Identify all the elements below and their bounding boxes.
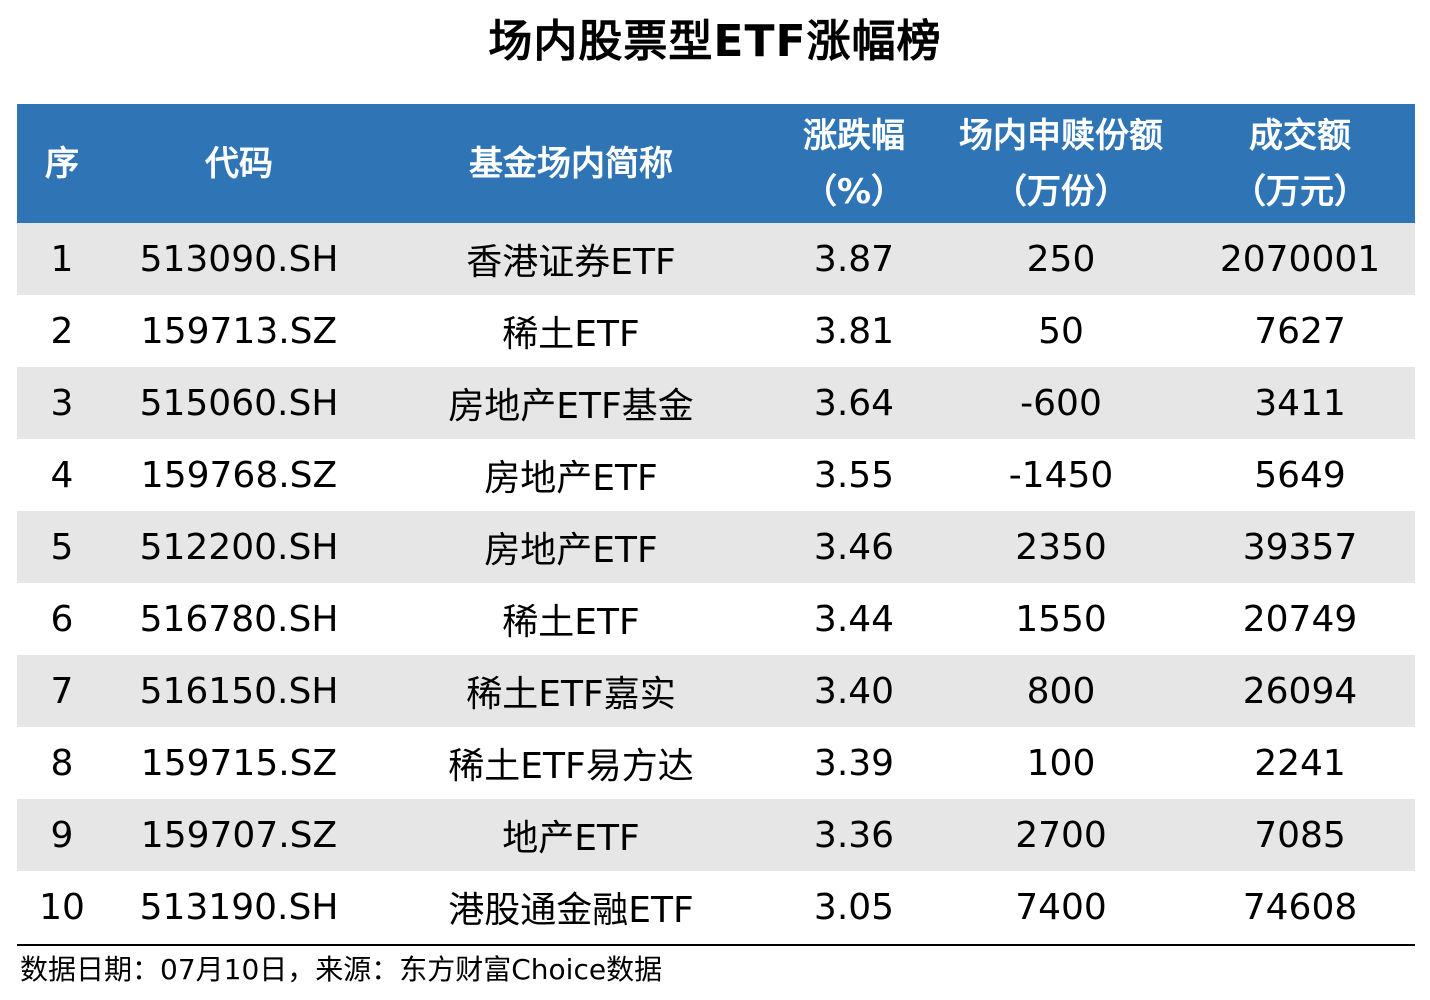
cell-net-units: 100	[1026, 742, 1096, 784]
cell-net-units: 2700	[1015, 814, 1107, 856]
cell-turnover: 2241	[1254, 742, 1346, 784]
table-row: 4 159768.SZ 房地产ETF 3.55 -1450 5649	[17, 439, 1415, 511]
cell-change-pct: 3.64	[813, 382, 895, 424]
cell-change-pct: 3.81	[813, 310, 895, 352]
cell-turnover: 20749	[1242, 598, 1358, 640]
cell-rank: 9	[50, 814, 74, 856]
cell-code: 159707.SZ	[140, 814, 338, 856]
cell-turnover: 2070001	[1219, 238, 1381, 280]
source-footnote: 数据日期：07月10日，来源：东方财富Choice数据	[20, 953, 663, 986]
cell-turnover: 26094	[1242, 670, 1358, 712]
cell-turnover: 39357	[1242, 526, 1358, 568]
table-row: 1 513090.SH 香港证券ETF 3.87 250 2070001	[17, 223, 1415, 295]
cell-rank: 4	[50, 454, 74, 496]
cell-code: 159768.SZ	[140, 454, 338, 496]
cell-fund-name: 房地产ETF基金	[448, 386, 694, 427]
table-row: 7 516150.SH 稀土ETF嘉实 3.40 800 26094	[17, 655, 1415, 727]
cell-rank: 10	[39, 886, 85, 928]
cell-rank: 8	[50, 742, 74, 784]
cell-turnover: 7627	[1254, 310, 1346, 352]
table-row: 3 515060.SH 房地产ETF基金 3.64 -600 3411	[17, 367, 1415, 439]
etf-ranking-table: 序 代码 基金场内简称 涨跌幅 （%） 场内申赎份额 （万份） 成交额 （万元）…	[17, 104, 1415, 943]
header-code: 代码	[107, 104, 371, 223]
cell-rank: 2	[50, 310, 74, 352]
header-net-units: 场内申赎份额 （万份）	[937, 104, 1185, 223]
cell-fund-name: 稀土ETF嘉实	[466, 674, 676, 715]
cell-turnover: 74608	[1242, 886, 1358, 928]
cell-fund-name: 稀土ETF	[502, 602, 640, 643]
header-net-units-unit: （万份）	[993, 171, 1129, 212]
table-row: 10 513190.SH 港股通金融ETF 3.05 7400 74608	[17, 871, 1415, 943]
table-header-row: 序 代码 基金场内简称 涨跌幅 （%） 场内申赎份额 （万份） 成交额 （万元）	[17, 104, 1415, 223]
cell-change-pct: 3.87	[813, 238, 895, 280]
cell-code: 515060.SH	[139, 382, 339, 424]
header-turnover-unit: （万元）	[1232, 171, 1368, 212]
cell-change-pct: 3.55	[813, 454, 895, 496]
cell-net-units: 2350	[1015, 526, 1107, 568]
cell-net-units: 7400	[1015, 886, 1107, 928]
header-net-units-label: 场内申赎份额	[959, 115, 1163, 156]
cell-turnover: 5649	[1254, 454, 1346, 496]
cell-rank: 7	[50, 670, 74, 712]
cell-change-pct: 3.40	[813, 670, 895, 712]
cell-rank: 3	[50, 382, 74, 424]
cell-fund-name: 房地产ETF	[484, 458, 658, 499]
cell-code: 516780.SH	[139, 598, 339, 640]
cell-rank: 6	[50, 598, 74, 640]
cell-code: 513190.SH	[139, 886, 339, 928]
cell-change-pct: 3.05	[813, 886, 895, 928]
cell-fund-name: 稀土ETF	[502, 314, 640, 355]
cell-net-units: -1450	[1008, 454, 1114, 496]
cell-net-units: 800	[1026, 670, 1096, 712]
header-fund-name: 基金场内简称	[371, 104, 771, 223]
table-row: 5 512200.SH 房地产ETF 3.46 2350 39357	[17, 511, 1415, 583]
cell-rank: 5	[50, 526, 74, 568]
cell-net-units: 50	[1038, 310, 1084, 352]
header-fund-name-label: 基金场内简称	[469, 143, 673, 184]
cell-fund-name: 房地产ETF	[484, 530, 658, 571]
table-row: 8 159715.SZ 稀土ETF易方达 3.39 100 2241	[17, 727, 1415, 799]
bottom-rule	[17, 944, 1415, 946]
cell-fund-name: 地产ETF	[502, 818, 640, 859]
cell-turnover: 7085	[1254, 814, 1346, 856]
header-code-label: 代码	[205, 143, 273, 184]
header-rank: 序	[17, 104, 107, 223]
header-turnover-label: 成交额	[1249, 115, 1351, 156]
cell-code: 513090.SH	[139, 238, 339, 280]
header-change-pct: 涨跌幅 （%）	[771, 104, 937, 223]
table-row: 6 516780.SH 稀土ETF 3.44 1550 20749	[17, 583, 1415, 655]
header-change-pct-label: 涨跌幅	[803, 115, 905, 156]
header-rank-label: 序	[45, 143, 79, 184]
cell-change-pct: 3.36	[813, 814, 895, 856]
header-change-pct-unit: （%）	[802, 171, 906, 212]
cell-net-units: 1550	[1015, 598, 1107, 640]
cell-change-pct: 3.44	[813, 598, 895, 640]
cell-rank: 1	[50, 238, 74, 280]
cell-code: 159713.SZ	[140, 310, 338, 352]
cell-code: 159715.SZ	[140, 742, 338, 784]
table-row: 2 159713.SZ 稀土ETF 3.81 50 7627	[17, 295, 1415, 367]
cell-fund-name: 稀土ETF易方达	[448, 746, 694, 787]
cell-turnover: 3411	[1254, 382, 1346, 424]
table-body: 1 513090.SH 香港证券ETF 3.87 250 2070001 2 159713.S…	[17, 223, 1415, 943]
header-turnover: 成交额 （万元）	[1185, 104, 1415, 223]
cell-fund-name: 港股通金融ETF	[448, 890, 694, 931]
cell-fund-name: 香港证券ETF	[466, 242, 676, 283]
cell-net-units: -600	[1020, 382, 1102, 424]
cell-code: 516150.SH	[139, 670, 339, 712]
cell-change-pct: 3.46	[813, 526, 895, 568]
page-title: 场内股票型ETF涨幅榜	[488, 16, 942, 67]
cell-net-units: 250	[1026, 238, 1096, 280]
table-row: 9 159707.SZ 地产ETF 3.36 2700 7085	[17, 799, 1415, 871]
cell-code: 512200.SH	[139, 526, 339, 568]
cell-change-pct: 3.39	[813, 742, 895, 784]
